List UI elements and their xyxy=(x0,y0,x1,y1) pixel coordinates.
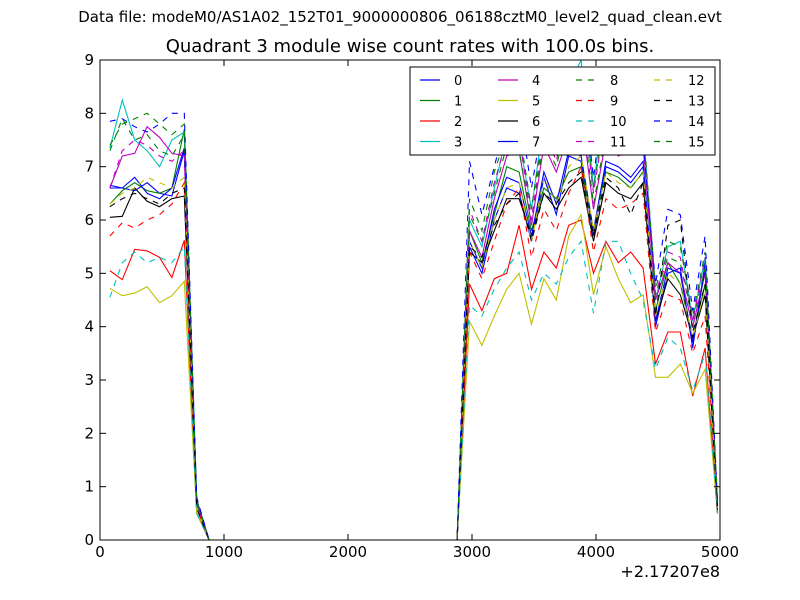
x-offset-label: +2.17207e8 xyxy=(620,562,720,581)
y-tick-label: 3 xyxy=(84,371,94,389)
legend-label-3: 3 xyxy=(454,136,462,151)
series-line-13 xyxy=(109,170,719,540)
x-tick-label: 0 xyxy=(95,543,105,561)
series-line-15 xyxy=(109,90,719,540)
y-tick-label: 6 xyxy=(84,211,94,229)
y-tick-label: 5 xyxy=(84,264,94,282)
y-tick-label: 4 xyxy=(84,318,94,336)
series-line-14 xyxy=(109,68,719,540)
series-line-1 xyxy=(109,129,719,540)
y-tick-label: 0 xyxy=(84,531,94,549)
series-line-7 xyxy=(109,147,719,540)
series-line-8 xyxy=(109,101,719,540)
legend-label-11: 11 xyxy=(610,136,627,151)
series-layer xyxy=(109,60,719,540)
x-tick-label: 1000 xyxy=(205,543,243,561)
series-line-9 xyxy=(109,164,719,540)
legend-label-14: 14 xyxy=(688,115,705,130)
legend-label-9: 9 xyxy=(610,95,618,110)
legend-label-10: 10 xyxy=(610,115,627,130)
legend-label-12: 12 xyxy=(688,74,705,89)
series-line-11 xyxy=(109,85,719,540)
legend-label-6: 6 xyxy=(532,115,540,130)
suptitle: Data file: modeM0/AS1A02_152T01_90000008… xyxy=(78,8,722,26)
series-line-10 xyxy=(109,239,719,540)
plot-frame xyxy=(99,59,721,541)
chart-title: Quadrant 3 module wise count rates with … xyxy=(165,36,655,57)
legend-label-13: 13 xyxy=(688,95,705,110)
y-tick-label: 9 xyxy=(84,51,94,69)
x-tick-label: 3000 xyxy=(453,543,491,561)
legend-label-8: 8 xyxy=(610,74,618,89)
y-tick-label: 1 xyxy=(84,478,94,496)
series-line-0 xyxy=(109,150,719,540)
legend-label-1: 1 xyxy=(454,95,462,110)
x-tick-label: 2000 xyxy=(329,543,367,561)
legend-label-5: 5 xyxy=(532,95,540,110)
y-tick-label: 7 xyxy=(84,158,94,176)
series-line-6 xyxy=(109,176,719,540)
series-line-5 xyxy=(109,213,719,540)
y-tick-label: 8 xyxy=(84,104,94,122)
series-line-2 xyxy=(109,219,719,540)
legend-label-2: 2 xyxy=(454,115,462,130)
x-tick-label: 4000 xyxy=(577,543,615,561)
legend-box xyxy=(409,66,716,156)
legend-label-7: 7 xyxy=(532,136,540,151)
y-tick-label: 2 xyxy=(84,424,94,442)
legend-label-4: 4 xyxy=(532,74,540,89)
series-line-4 xyxy=(109,111,719,540)
legend-label-15: 15 xyxy=(688,136,705,151)
series-line-12 xyxy=(109,154,719,540)
legend-label-0: 0 xyxy=(454,74,462,89)
x-tick-label: 5000 xyxy=(701,543,739,561)
